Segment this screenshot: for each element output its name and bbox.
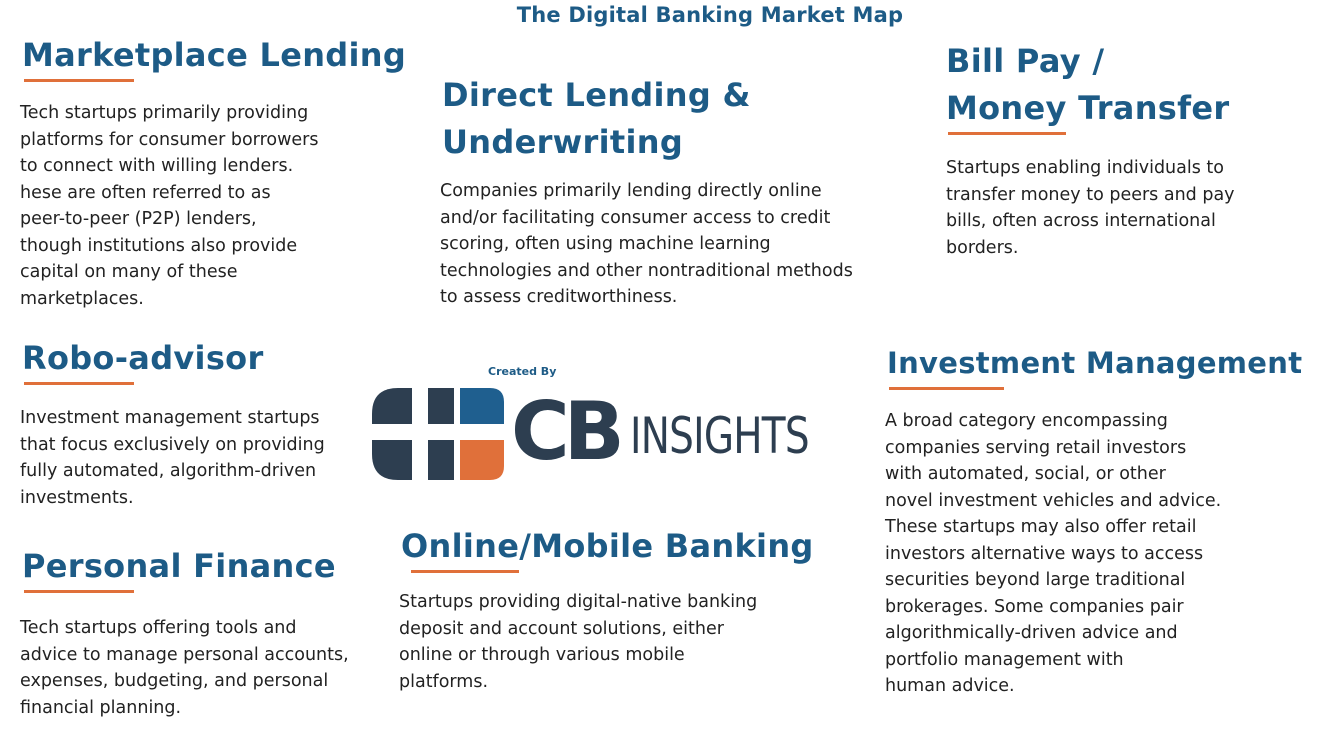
section-online-banking: Online/Mobile Banking Startups providing… [399, 523, 814, 695]
cb-insights-mark-icon [372, 388, 504, 480]
heading-underline [24, 79, 134, 82]
section-bill-pay: Bill Pay / Money Transfer Startups enabl… [946, 38, 1235, 261]
created-by-label: Created By [488, 365, 557, 378]
logo-cb-text: CB [511, 385, 625, 478]
section-marketplace-lending: Marketplace Lending Tech startups primar… [20, 32, 407, 312]
section-description: Tech startups primarily providing platfo… [20, 103, 319, 309]
section-direct-lending: Direct Lending & Underwriting Companies … [440, 72, 853, 311]
section-heading: Marketplace Lending [22, 36, 407, 74]
section-heading: Online/Mobile Banking [401, 527, 814, 565]
section-description: Startups enabling individuals to transfe… [946, 158, 1235, 258]
section-heading: Direct Lending & Underwriting [442, 76, 751, 161]
heading-underline [948, 132, 1066, 135]
section-heading: Personal Finance [22, 547, 336, 585]
heading-underline [411, 570, 519, 573]
section-description: A broad category encompassing companies … [885, 411, 1222, 696]
section-robo-advisor: Robo-advisor Investment management start… [20, 335, 325, 511]
section-description: Tech startups offering tools and advice … [20, 618, 349, 718]
heading-underline [24, 590, 134, 593]
section-heading: Robo-advisor [22, 339, 264, 377]
section-personal-finance: Personal Finance Tech startups offering … [20, 543, 349, 721]
heading-underline [24, 382, 134, 385]
section-description: Investment management startups that focu… [20, 408, 325, 508]
section-description: Companies primarily lending directly onl… [440, 181, 853, 307]
logo-insights-text: INSIGHTS [630, 407, 810, 465]
section-heading: Investment Management [887, 346, 1303, 380]
heading-underline [889, 387, 1004, 390]
cb-insights-logo: Created By CB INSIGHTS [368, 362, 858, 492]
section-investment-management: Investment Management A broad category e… [885, 340, 1303, 700]
page-title: The Digital Banking Market Map [516, 3, 904, 27]
section-description: Startups providing digital-native bankin… [399, 592, 758, 692]
section-heading: Bill Pay / Money Transfer [946, 42, 1230, 127]
